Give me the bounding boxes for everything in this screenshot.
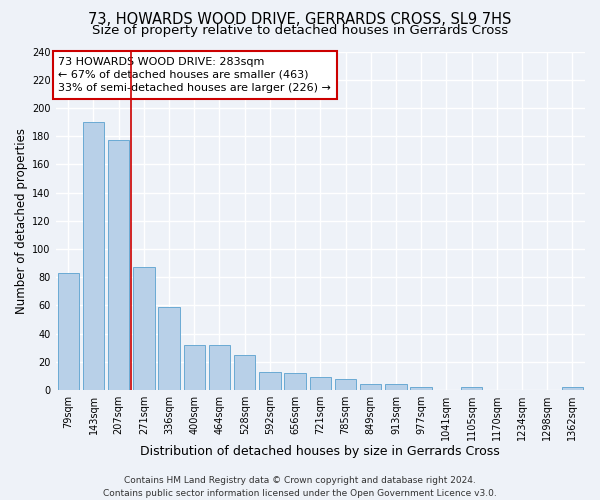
Bar [562, 388, 583, 390]
Bar [184, 345, 205, 390]
Text: Size of property relative to detached houses in Gerrards Cross: Size of property relative to detached ho… [92, 24, 508, 37]
Y-axis label: Number of detached properties: Number of detached properties [15, 128, 28, 314]
Bar [58, 273, 79, 390]
Bar [234, 355, 256, 390]
Bar [158, 307, 180, 390]
Text: Contains HM Land Registry data © Crown copyright and database right 2024.
Contai: Contains HM Land Registry data © Crown c… [103, 476, 497, 498]
Bar [133, 268, 155, 390]
Text: 73, HOWARDS WOOD DRIVE, GERRARDS CROSS, SL9 7HS: 73, HOWARDS WOOD DRIVE, GERRARDS CROSS, … [88, 12, 512, 28]
Bar [310, 378, 331, 390]
Bar [461, 388, 482, 390]
X-axis label: Distribution of detached houses by size in Gerrards Cross: Distribution of detached houses by size … [140, 444, 500, 458]
Bar [284, 373, 306, 390]
Text: 73 HOWARDS WOOD DRIVE: 283sqm
← 67% of detached houses are smaller (463)
33% of : 73 HOWARDS WOOD DRIVE: 283sqm ← 67% of d… [58, 56, 331, 93]
Bar [108, 140, 130, 390]
Bar [385, 384, 407, 390]
Bar [259, 372, 281, 390]
Bar [83, 122, 104, 390]
Bar [410, 388, 432, 390]
Bar [360, 384, 382, 390]
Bar [335, 379, 356, 390]
Bar [209, 345, 230, 390]
